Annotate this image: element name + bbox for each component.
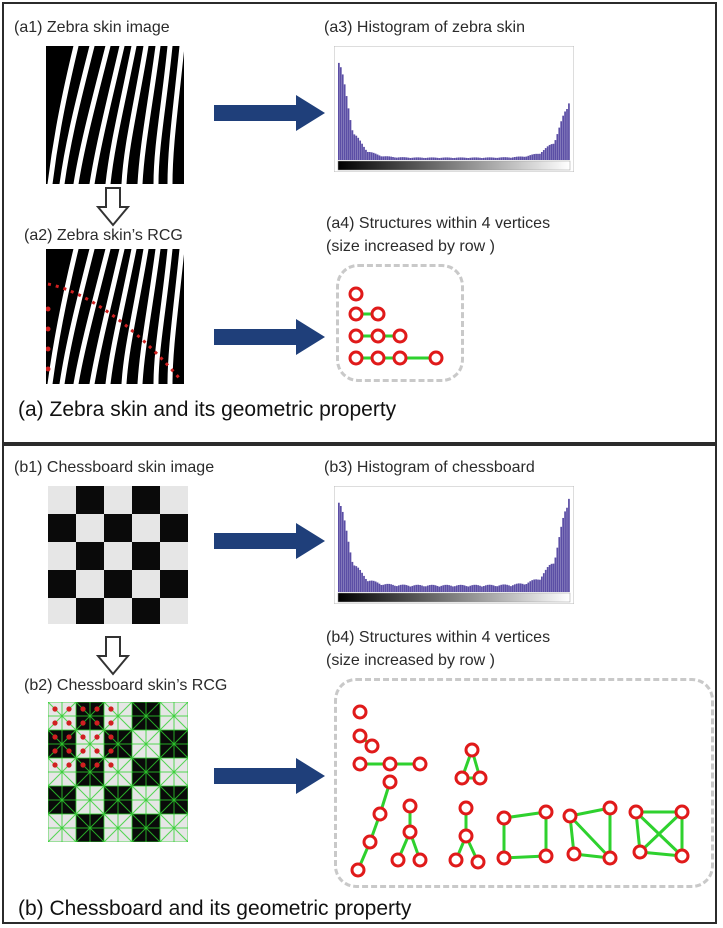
down-arrow-icon bbox=[96, 187, 130, 227]
panel-zebra: (a1) Zebra skin image (a3) Histogram of … bbox=[2, 2, 717, 444]
structures-box-b bbox=[334, 678, 714, 888]
caption-a: (a) Zebra skin and its geometric propert… bbox=[18, 398, 397, 421]
structures-b bbox=[350, 704, 690, 878]
right-arrow-icon bbox=[214, 523, 325, 559]
label-a2: (a2) Zebra skin’s RCG bbox=[24, 227, 183, 244]
right-arrow-icon bbox=[214, 95, 325, 131]
label-b3: (b3) Histogram of chessboard bbox=[324, 459, 535, 476]
right-arrow-icon bbox=[214, 319, 325, 355]
right-arrow-icon bbox=[214, 758, 325, 794]
label-b4-line1: (b4) Structures within 4 vertices bbox=[326, 629, 551, 646]
chessboard-image bbox=[48, 486, 188, 624]
chessboard-rcg-image bbox=[48, 702, 188, 842]
panel-chessboard: (b1) Chessboard skin image (b3) Histogra… bbox=[2, 444, 717, 924]
structures-a bbox=[348, 286, 444, 366]
label-b2: (b2) Chessboard skin’s RCG bbox=[24, 677, 228, 694]
zebra-skin-image bbox=[46, 46, 184, 184]
histogram-bars bbox=[338, 498, 570, 592]
histogram-zebra bbox=[334, 46, 574, 172]
zebra-rcg-image bbox=[46, 249, 184, 384]
histogram-chessboard bbox=[334, 486, 574, 604]
structures-box-a bbox=[336, 264, 464, 382]
label-a4-line2: (size increased by row ) bbox=[326, 238, 495, 255]
label-a4-line1: (a4) Structures within 4 vertices bbox=[326, 215, 551, 232]
label-b4-line2: (size increased by row ) bbox=[326, 652, 495, 669]
histogram-bars bbox=[338, 62, 570, 161]
caption-b: (b) Chessboard and its geometric propert… bbox=[18, 897, 412, 920]
down-arrow-icon bbox=[96, 636, 130, 676]
label-a3: (a3) Histogram of zebra skin bbox=[324, 19, 525, 36]
label-b1: (b1) Chessboard skin image bbox=[14, 459, 215, 476]
label-a1: (a1) Zebra skin image bbox=[14, 19, 170, 36]
